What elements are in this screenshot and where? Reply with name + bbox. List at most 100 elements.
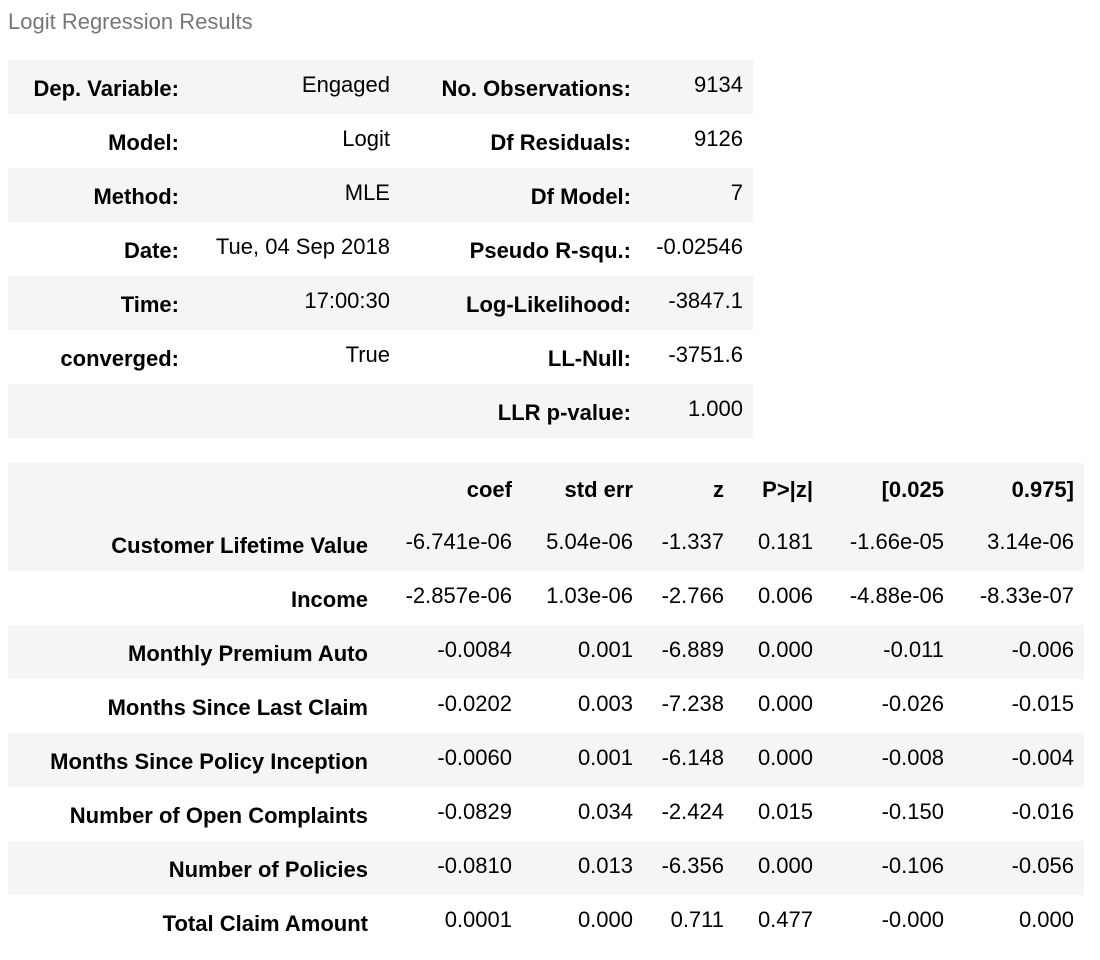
coefficient-cell: 0.711 <box>670 907 724 932</box>
coefficient-cell: 0.181 <box>757 529 813 554</box>
summary-label: Model: <box>108 130 179 155</box>
header-blank <box>8 463 378 517</box>
summary-label: LLR p-value: <box>497 400 631 425</box>
summary-label <box>8 384 189 438</box>
coefficient-cell: -0.0084 <box>437 637 512 662</box>
summary-value: MLE <box>344 180 390 205</box>
coefficient-cell: 0.000 <box>757 745 813 770</box>
summary-row: Time: 17:00:30 Log-Likelihood: -3847.1 <box>8 276 753 330</box>
coefficient-cell: 1.03e-06 <box>546 583 633 608</box>
summary-label: Time: <box>120 292 179 317</box>
summary-label: LL-Null: <box>547 346 631 371</box>
coefficients-header: coef std err z P>|z| [0.025 0.975] <box>8 463 1084 517</box>
coefficient-cell: -0.006 <box>1011 637 1074 662</box>
coefficient-cell: -1.337 <box>661 529 724 554</box>
summary-label: Date: <box>123 238 179 263</box>
table-row: Income -2.857e-06 1.03e-06 -2.766 0.006 -4.88… <box>8 571 1084 625</box>
column-header: 0.975] <box>1011 477 1074 502</box>
coefficient-cell: -6.889 <box>661 637 724 662</box>
coefficient-cell: 0.006 <box>757 583 813 608</box>
summary-label: Dep. Variable: <box>33 76 179 101</box>
summary-value: 17:00:30 <box>304 288 390 313</box>
coefficient-cell: -6.148 <box>661 745 724 770</box>
summary-row: Dep. Variable: Engaged No. Observations: 91… <box>8 60 753 114</box>
coefficient-cell: -0.0829 <box>437 799 512 824</box>
summary-label: No. Observations: <box>441 76 631 101</box>
column-header: std err <box>564 477 633 502</box>
coefficient-cell: -0.106 <box>881 853 944 878</box>
coefficient-cell: -0.150 <box>881 799 944 824</box>
coefficients-table: coef std err z P>|z| [0.025 0.975] Customer L… <box>8 463 1084 949</box>
coefficient-cell: -0.0810 <box>437 853 512 878</box>
summary-value: 9126 <box>694 126 743 151</box>
coefficient-cell: -0.0202 <box>437 691 512 716</box>
summary-value: -0.02546 <box>656 234 743 259</box>
coefficient-cell: -0.000 <box>881 907 944 932</box>
coefficient-cell: -7.238 <box>661 691 724 716</box>
coefficient-cell: -0.011 <box>883 637 944 662</box>
coefficient-cell: 0.000 <box>757 853 813 878</box>
variable-name: Months Since Last Claim <box>107 695 368 720</box>
summary-value: -3847.1 <box>668 288 743 313</box>
summary-value: 9134 <box>694 72 743 97</box>
variable-name: Monthly Premium Auto <box>128 641 368 666</box>
table-row: Months Since Last Claim -0.0202 0.003 -7.23… <box>8 679 1084 733</box>
coefficients-header-row: coef std err z P>|z| [0.025 0.975] <box>8 463 1084 517</box>
coefficient-cell: 0.000 <box>757 691 813 716</box>
column-header: z <box>713 477 724 502</box>
column-header: [0.025 <box>881 477 944 502</box>
table-row: Customer Lifetime Value -6.741e-06 5.04e-0… <box>8 517 1084 571</box>
coefficient-cell: -1.66e-05 <box>849 529 944 554</box>
summary-label: Df Model: <box>530 184 631 209</box>
summary-label: converged: <box>60 346 179 371</box>
coefficient-cell: -0.016 <box>1011 799 1074 824</box>
summary-label: Log-Likelihood: <box>466 292 631 317</box>
variable-name: Number of Policies <box>168 857 368 882</box>
summary-label: Df Residuals: <box>490 130 631 155</box>
summary-row: LLR p-value: 1.000 <box>8 384 753 438</box>
coefficient-cell: 0.000 <box>757 637 813 662</box>
table-row: Number of Policies -0.0810 0.013 -6.356 0.00… <box>8 841 1084 895</box>
coefficient-cell: 0.477 <box>757 907 813 932</box>
variable-name: Months Since Policy Inception <box>50 749 368 774</box>
coefficient-cell: 0.000 <box>1018 907 1074 932</box>
column-header: coef <box>466 477 512 502</box>
coefficient-cell: -0.004 <box>1011 745 1074 770</box>
summary-label: Method: <box>93 184 179 209</box>
summary-value: -3751.6 <box>668 342 743 367</box>
coefficient-cell: 0.034 <box>577 799 633 824</box>
model-summary-body: Dep. Variable: Engaged No. Observations: 91… <box>8 60 753 438</box>
variable-name: Customer Lifetime Value <box>111 533 368 558</box>
variable-name: Total Claim Amount <box>162 911 368 936</box>
summary-value: Tue, 04 Sep 2018 <box>215 234 390 259</box>
coefficient-cell: -2.857e-06 <box>405 583 512 608</box>
table-row: Total Claim Amount 0.0001 0.000 0.711 0.477 -… <box>8 895 1084 949</box>
table-row: Number of Open Complaints -0.0829 0.034 -2.… <box>8 787 1084 841</box>
coefficient-cell: -6.741e-06 <box>405 529 512 554</box>
coefficient-cell: -4.88e-06 <box>849 583 944 608</box>
coefficient-cell: -0.015 <box>1011 691 1074 716</box>
coefficient-cell: -0.026 <box>881 691 944 716</box>
summary-row: Method: MLE Df Model: 7 <box>8 168 753 222</box>
coefficients-body: Customer Lifetime Value -6.741e-06 5.04e-0… <box>8 517 1084 949</box>
summary-value: Engaged <box>301 72 390 97</box>
summary-value <box>189 384 400 438</box>
coefficient-cell: 5.04e-06 <box>546 529 633 554</box>
summary-label: Pseudo R-squ.: <box>469 238 631 263</box>
table-row: Monthly Premium Auto -0.0084 0.001 -6.889 0.… <box>8 625 1084 679</box>
coefficient-cell: 0.001 <box>577 637 633 662</box>
table-caption: Logit Regression Results <box>8 9 253 34</box>
coefficient-cell: 0.001 <box>577 745 633 770</box>
coefficient-cell: -0.0060 <box>437 745 512 770</box>
variable-name: Number of Open Complaints <box>69 803 368 828</box>
coefficient-cell: 0.013 <box>577 853 633 878</box>
coefficient-cell: -2.424 <box>661 799 724 824</box>
summary-row: Model: Logit Df Residuals: 9126 <box>8 114 753 168</box>
coefficient-cell: -0.008 <box>881 745 944 770</box>
coefficient-cell: 0.000 <box>577 907 633 932</box>
variable-name: Income <box>290 587 368 612</box>
coefficient-cell: -0.056 <box>1011 853 1074 878</box>
coefficient-cell: 0.0001 <box>444 907 512 932</box>
coefficient-cell: 0.015 <box>757 799 813 824</box>
coefficient-cell: -6.356 <box>661 853 724 878</box>
